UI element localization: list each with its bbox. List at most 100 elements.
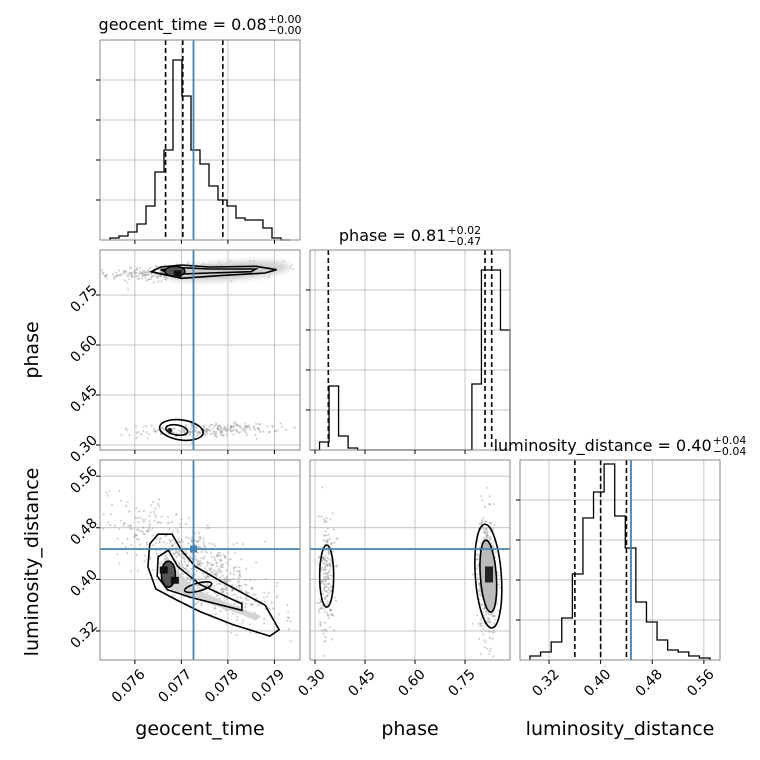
scatter-point bbox=[186, 261, 190, 264]
y-axis-label: luminosity_distance bbox=[21, 468, 43, 657]
scatter-point bbox=[238, 584, 241, 587]
scatter-point bbox=[323, 580, 326, 583]
scatter-point bbox=[282, 260, 285, 263]
scatter-point bbox=[187, 517, 191, 520]
scatter-point bbox=[319, 607, 322, 610]
scatter-point bbox=[190, 425, 193, 428]
scatter-point bbox=[205, 430, 208, 433]
scatter-point bbox=[479, 622, 482, 626]
scatter-point bbox=[333, 541, 336, 544]
scatter-point bbox=[235, 586, 238, 589]
scatter-point bbox=[218, 558, 221, 561]
scatter-point bbox=[202, 557, 206, 560]
scatter-point bbox=[488, 621, 491, 624]
scatter-point bbox=[319, 624, 322, 628]
scatter-point bbox=[225, 569, 228, 572]
scatter-point bbox=[273, 430, 276, 433]
scatter-point bbox=[182, 556, 185, 559]
scatter-point bbox=[179, 522, 182, 525]
scatter-point bbox=[205, 570, 208, 573]
scatter-point bbox=[482, 627, 485, 631]
scatter-point bbox=[165, 542, 168, 545]
scatter-point bbox=[316, 601, 319, 605]
scatter-point bbox=[130, 275, 133, 278]
scatter-point bbox=[109, 513, 112, 516]
scatter-point bbox=[106, 521, 110, 524]
scatter-point bbox=[324, 639, 327, 643]
scatter-point bbox=[327, 571, 330, 574]
scatter-point bbox=[121, 272, 124, 275]
scatter-point bbox=[144, 425, 147, 428]
scatter-point bbox=[219, 555, 222, 558]
scatter-point bbox=[190, 422, 193, 425]
scatter-point bbox=[158, 540, 161, 543]
scatter-point bbox=[143, 274, 146, 277]
scatter-point bbox=[180, 563, 184, 566]
scatter-point bbox=[489, 621, 492, 624]
scatter-point bbox=[217, 551, 220, 554]
scatter-point bbox=[217, 582, 220, 585]
scatter-point bbox=[232, 425, 236, 428]
scatter-point bbox=[270, 601, 273, 605]
title-sub: −0.00 bbox=[268, 24, 302, 37]
scatter-point bbox=[113, 277, 116, 280]
scatter-point bbox=[329, 590, 332, 593]
scatter-point bbox=[238, 430, 242, 434]
scatter-point bbox=[145, 273, 148, 277]
scatter-point bbox=[481, 520, 484, 523]
scatter-point bbox=[175, 551, 178, 554]
scatter-point bbox=[268, 430, 271, 433]
scatter-point bbox=[208, 542, 211, 545]
scatter-point bbox=[325, 517, 328, 520]
scatter-point bbox=[286, 603, 289, 607]
scatter-point bbox=[323, 577, 326, 580]
scatter-point bbox=[199, 559, 202, 562]
scatter-point bbox=[486, 647, 489, 650]
scatter-point bbox=[213, 558, 217, 562]
scatter-point bbox=[244, 602, 248, 606]
scatter-point bbox=[232, 543, 235, 546]
density-peak bbox=[173, 270, 182, 278]
scatter-point bbox=[267, 592, 270, 595]
scatter-point bbox=[157, 498, 161, 501]
scatter-point bbox=[235, 618, 238, 622]
scatter-point bbox=[145, 271, 148, 274]
scatter-point bbox=[185, 423, 188, 427]
scatter-point bbox=[138, 543, 141, 546]
scatter-point bbox=[144, 273, 147, 276]
scatter-point bbox=[105, 491, 108, 494]
scatter-point bbox=[321, 566, 324, 569]
scatter-point bbox=[141, 518, 144, 521]
scatter-point bbox=[219, 552, 222, 555]
scatter-point bbox=[142, 526, 145, 529]
scatter-point bbox=[177, 537, 180, 541]
scatter-point bbox=[263, 600, 267, 603]
scatter-point bbox=[134, 269, 137, 272]
scatter-point bbox=[324, 554, 327, 557]
scatter-point bbox=[236, 615, 239, 619]
scatter-point bbox=[245, 596, 248, 600]
scatter-point bbox=[160, 280, 163, 283]
scatter-point bbox=[209, 429, 212, 432]
scatter-point bbox=[330, 609, 333, 612]
scatter-point bbox=[222, 590, 225, 594]
scatter-point bbox=[204, 576, 207, 580]
scatter-point bbox=[480, 594, 483, 598]
scatter-point bbox=[497, 583, 500, 586]
scatter-point bbox=[152, 500, 155, 504]
scatter-point bbox=[176, 528, 179, 531]
scatter-point bbox=[136, 277, 139, 280]
scatter-point bbox=[243, 583, 246, 586]
panel-frame bbox=[99, 39, 301, 241]
scatter-point bbox=[326, 564, 329, 568]
scatter-point bbox=[207, 428, 210, 431]
scatter-point bbox=[290, 264, 293, 267]
scatter-point bbox=[255, 422, 258, 425]
scatter-point bbox=[477, 582, 480, 585]
scatter-point bbox=[324, 586, 327, 589]
scatter-point bbox=[485, 610, 488, 613]
scatter-point bbox=[186, 565, 189, 568]
scatter-point bbox=[482, 607, 485, 611]
scatter-point bbox=[215, 431, 218, 434]
scatter-point bbox=[251, 587, 254, 591]
